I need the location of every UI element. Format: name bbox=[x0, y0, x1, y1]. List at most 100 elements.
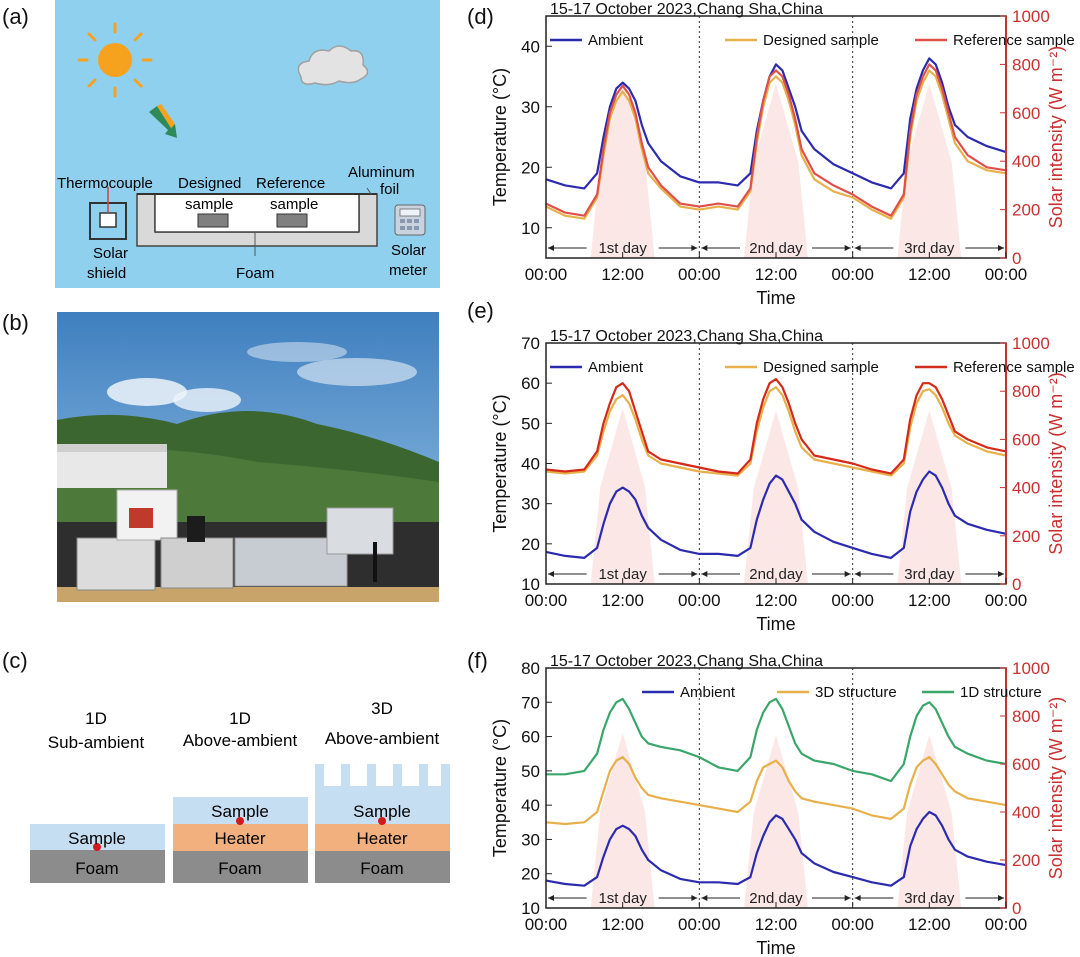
x-tick-label: 12:00 bbox=[755, 591, 798, 610]
stack2-foam-label: Foam bbox=[218, 859, 261, 878]
panel-label-f: (f) bbox=[467, 648, 488, 673]
arrowhead-left bbox=[548, 571, 554, 577]
y2-tick-label: 400 bbox=[1012, 479, 1040, 498]
stack2-heater-label: Heater bbox=[214, 829, 265, 848]
sunlight-arrow-icon bbox=[149, 104, 177, 138]
series-line-designed-sample bbox=[545, 69, 1007, 220]
label-designed-2: sample bbox=[185, 196, 233, 213]
label-solar-shield-1: Solar bbox=[93, 245, 128, 262]
stack1-sample-label: Sample bbox=[68, 829, 126, 848]
legend-label: Reference sample bbox=[953, 359, 1075, 376]
label-thermocouple: Thermocouple bbox=[57, 175, 153, 192]
x-tick-label: 00:00 bbox=[525, 591, 568, 610]
solar-intensity-area bbox=[590, 732, 655, 908]
arrowhead-left bbox=[854, 245, 861, 251]
col3-title-1: 3D bbox=[371, 699, 393, 718]
setup-schematic: Thermocouple Designed sample Reference s… bbox=[55, 0, 440, 288]
label-aluminum-2: foil bbox=[380, 181, 399, 198]
y-tick-label: 20 bbox=[521, 158, 540, 177]
x-tick-label: 00:00 bbox=[525, 265, 568, 284]
y2-axis-label: Solar intensity (W m⁻²) bbox=[1046, 697, 1066, 880]
day-label: 2nd day bbox=[749, 566, 803, 583]
y2-tick-label: 0 bbox=[1012, 249, 1021, 268]
legend-label: 1D structure bbox=[960, 684, 1042, 701]
arrowhead-right bbox=[844, 245, 851, 251]
chart-title: 15-17 October 2023,Chang Sha,China bbox=[550, 1, 823, 18]
x-tick-label: 12:00 bbox=[601, 265, 644, 284]
series-line-3d-structure bbox=[545, 755, 1007, 826]
stack-3d-above-ambient: Sample Heater Foam bbox=[315, 764, 450, 883]
y-tick-label: 40 bbox=[521, 455, 540, 474]
x-tick-label: 00:00 bbox=[831, 915, 874, 934]
day-label: 3rd day bbox=[904, 566, 955, 583]
y2-tick-label: 600 bbox=[1012, 755, 1040, 774]
arrowhead-left bbox=[548, 895, 554, 901]
arrowhead-right bbox=[844, 571, 851, 577]
legend-label: Designed sample bbox=[763, 359, 879, 376]
x-tick-label: 00:00 bbox=[831, 265, 874, 284]
col1-title-1: 1D bbox=[85, 709, 107, 728]
label-solar-meter-1: Solar bbox=[391, 242, 426, 259]
y2-tick-label: 800 bbox=[1012, 707, 1040, 726]
y-tick-label: 60 bbox=[521, 374, 540, 393]
y2-tick-label: 0 bbox=[1012, 899, 1021, 918]
outdoor-experiment-photo bbox=[57, 312, 439, 602]
arrowhead-right bbox=[691, 895, 698, 901]
series-line-reference-sample bbox=[545, 378, 1007, 475]
series-line-designed-sample bbox=[545, 386, 1007, 477]
panel-label-c: (c) bbox=[2, 648, 28, 673]
y2-tick-label: 600 bbox=[1012, 430, 1040, 449]
series-line-ambient bbox=[545, 810, 1007, 887]
y2-axis-label: Solar intensity (W m⁻²) bbox=[1046, 372, 1066, 555]
solar-intensity-area bbox=[590, 81, 655, 258]
day-label: 1st day bbox=[598, 566, 647, 583]
series-line-ambient bbox=[545, 57, 1007, 190]
label-solar-meter-2: meter bbox=[389, 262, 427, 279]
day-label: 3rd day bbox=[904, 240, 955, 257]
y2-tick-label: 0 bbox=[1012, 575, 1021, 594]
y2-tick-label: 1000 bbox=[1012, 334, 1050, 353]
label-designed-1: Designed bbox=[178, 175, 241, 192]
day-label: 2nd day bbox=[749, 890, 803, 907]
x-tick-label: 00:00 bbox=[525, 915, 568, 934]
y-tick-label: 50 bbox=[521, 414, 540, 433]
arrowhead-right bbox=[691, 571, 698, 577]
col3-title-2: Above-ambient bbox=[325, 729, 440, 748]
legend-label: Ambient bbox=[588, 359, 644, 376]
y-tick-label: 30 bbox=[521, 98, 540, 117]
y2-tick-label: 800 bbox=[1012, 55, 1040, 74]
panel-label-e: (e) bbox=[467, 298, 494, 323]
y-tick-label: 70 bbox=[521, 693, 540, 712]
stack2-sample-label: Sample bbox=[211, 802, 269, 821]
y-tick-label: 20 bbox=[521, 865, 540, 884]
x-axis-label: Time bbox=[756, 938, 795, 957]
label-foam: Foam bbox=[236, 265, 274, 282]
panel-label-d: (d) bbox=[467, 4, 494, 29]
day-label: 2nd day bbox=[749, 240, 803, 257]
arrowhead-left bbox=[701, 245, 708, 251]
stack3-foam-label: Foam bbox=[360, 859, 403, 878]
legend-label: Designed sample bbox=[763, 32, 879, 49]
label-solar-shield-2: shield bbox=[87, 265, 126, 282]
x-tick-label: 12:00 bbox=[908, 591, 951, 610]
arrowhead-right bbox=[998, 245, 1004, 251]
reference-sample-block bbox=[276, 213, 308, 228]
legend-label: Reference sample bbox=[953, 32, 1075, 49]
panel-label-b: (b) bbox=[2, 310, 29, 335]
y-axis-label: Temperature (°C) bbox=[490, 719, 510, 857]
y-tick-label: 20 bbox=[521, 535, 540, 554]
y-tick-label: 30 bbox=[521, 830, 540, 849]
x-tick-label: 12:00 bbox=[908, 265, 951, 284]
y2-tick-label: 1000 bbox=[1012, 659, 1050, 678]
solar-intensity-area bbox=[744, 735, 808, 908]
arrowhead-left bbox=[548, 245, 554, 251]
chart-2: 10 20 30 40 50 60 70 0 200 400 600 800 1000 00:00 12:0… bbox=[490, 328, 1075, 634]
panel-label-a: (a) bbox=[2, 4, 29, 29]
y2-tick-label: 400 bbox=[1012, 152, 1040, 171]
chart-title: 15-17 October 2023,Chang Sha,China bbox=[550, 653, 823, 670]
y2-tick-label: 200 bbox=[1012, 527, 1040, 546]
cloud-icon bbox=[297, 45, 369, 86]
arrowhead-left bbox=[854, 895, 861, 901]
